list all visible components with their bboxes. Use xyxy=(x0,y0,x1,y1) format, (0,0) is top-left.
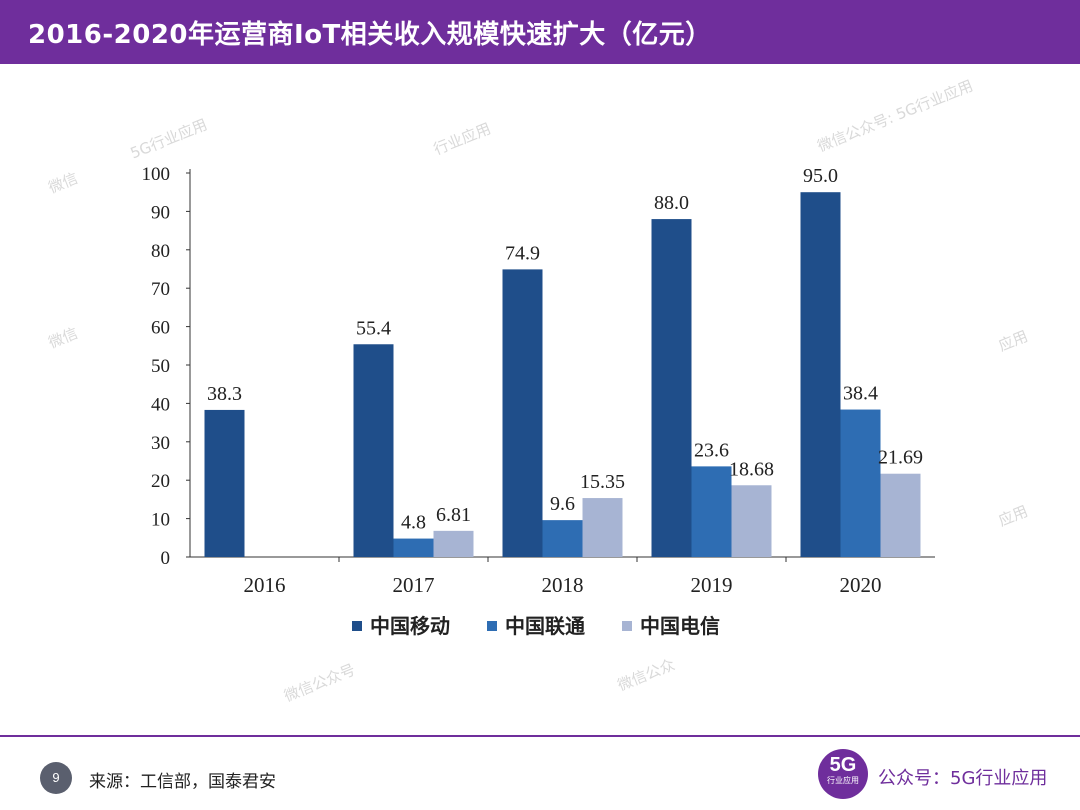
data-label: 9.6 xyxy=(550,493,575,515)
bar xyxy=(353,344,394,557)
y-tick-label: 20 xyxy=(151,471,170,492)
bar xyxy=(542,520,583,557)
legend-swatch xyxy=(487,621,497,631)
bar xyxy=(691,466,732,557)
header-bar: 2016-2020年运营商IoT相关收入规模快速扩大（亿元） xyxy=(0,0,1080,64)
data-label: 88.0 xyxy=(654,192,689,214)
data-label: 18.68 xyxy=(729,458,774,480)
bar xyxy=(880,473,921,557)
legend-label: 中国联通 xyxy=(505,614,585,638)
y-tick-label: 80 xyxy=(151,241,170,262)
x-tick-label: 2018 xyxy=(542,573,584,597)
legend-swatch xyxy=(352,621,362,631)
bar xyxy=(800,192,841,557)
y-tick-label: 40 xyxy=(151,394,170,415)
x-tick-label: 2020 xyxy=(840,573,882,597)
y-tick-label: 90 xyxy=(151,202,170,223)
bar xyxy=(582,498,623,557)
legend-swatch xyxy=(622,621,632,631)
data-label: 4.8 xyxy=(401,512,426,534)
footer-divider xyxy=(0,735,1080,737)
bar xyxy=(840,409,881,557)
y-tick-label: 0 xyxy=(161,548,171,569)
logo-subtext: 行业应用 xyxy=(827,776,859,785)
data-label: 74.9 xyxy=(505,242,540,264)
bar xyxy=(433,530,474,557)
bar xyxy=(204,409,245,557)
bar-chart: 0 10 20 30 40 50 60 70 80 90 100 2016 38.3 2017 55.4 4.… xyxy=(142,164,935,638)
y-tick-label: 100 xyxy=(142,164,171,185)
data-label: 6.81 xyxy=(436,504,471,526)
y-tick-label: 60 xyxy=(151,318,170,339)
data-label: 21.69 xyxy=(878,447,923,469)
bar xyxy=(393,538,434,557)
legend-label: 中国电信 xyxy=(640,614,720,638)
y-tick-label: 30 xyxy=(151,433,170,454)
legend-label: 中国移动 xyxy=(370,614,450,638)
source-note: 来源：工信部，国泰君安 xyxy=(89,772,276,792)
page-title: 2016-2020年运营商IoT相关收入规模快速扩大（亿元） xyxy=(28,20,712,50)
data-label: 15.35 xyxy=(580,471,625,493)
data-label: 38.4 xyxy=(843,383,878,405)
logo-text: 5G xyxy=(829,754,857,776)
x-tick-label: 2017 xyxy=(393,573,435,597)
data-label: 95.0 xyxy=(803,165,838,187)
page-number: 9 xyxy=(40,762,72,794)
bar xyxy=(651,219,692,557)
wechat-account: 公众号：5G行业应用 xyxy=(878,768,1048,789)
bar xyxy=(502,269,543,557)
data-label: 23.6 xyxy=(694,439,729,461)
x-tick-label: 2019 xyxy=(691,573,733,597)
y-tick-label: 50 xyxy=(151,356,170,377)
y-tick-label: 70 xyxy=(151,279,170,300)
data-label: 38.3 xyxy=(207,383,242,405)
brand-logo: 5G 行业应用 xyxy=(818,749,868,799)
data-label: 55.4 xyxy=(356,317,391,339)
bar xyxy=(731,485,772,557)
x-tick-label: 2016 xyxy=(244,573,286,597)
y-tick-label: 10 xyxy=(151,510,170,531)
